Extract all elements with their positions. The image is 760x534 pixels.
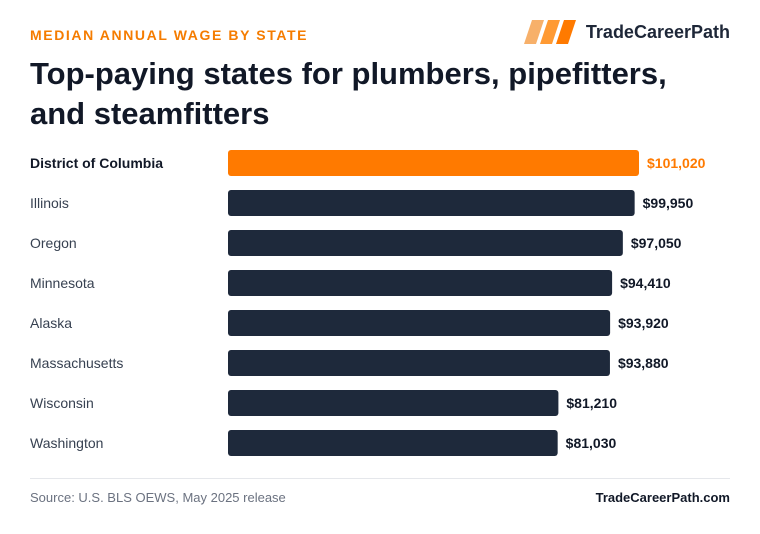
bar bbox=[228, 230, 623, 256]
bar bbox=[228, 190, 635, 216]
value-label: $97,050 bbox=[631, 235, 682, 251]
page-title: Top-paying states for plumbers, pipefitt… bbox=[30, 56, 667, 131]
category-label: Massachusetts bbox=[30, 355, 123, 371]
stripes-logo-icon bbox=[523, 20, 576, 44]
footer-divider bbox=[30, 478, 730, 479]
brand-header: TradeCareerPath bbox=[523, 20, 730, 44]
category-label: Wisconsin bbox=[30, 395, 94, 411]
value-label: $81,030 bbox=[566, 435, 617, 451]
category-label: Oregon bbox=[30, 235, 77, 251]
category-label: Minnesota bbox=[30, 275, 95, 291]
bar bbox=[228, 350, 610, 376]
footer-brand-link[interactable]: TradeCareerPath.com bbox=[595, 490, 730, 505]
value-label: $93,880 bbox=[618, 355, 669, 371]
value-label: $101,020 bbox=[647, 155, 706, 171]
category-label: District of Columbia bbox=[30, 155, 163, 171]
chart-eyebrow: MEDIAN ANNUAL WAGE BY STATE bbox=[30, 27, 309, 43]
source-note: Source: U.S. BLS OEWS, May 2025 release bbox=[30, 490, 286, 505]
value-label: $94,410 bbox=[620, 275, 671, 291]
bar bbox=[228, 270, 613, 296]
value-label: $81,210 bbox=[566, 395, 617, 411]
bar bbox=[228, 150, 639, 176]
category-label: Washington bbox=[30, 435, 103, 451]
bar-chart: District of Columbia $101,020 Illinois $99,… bbox=[30, 150, 706, 456]
value-label: $93,920 bbox=[618, 315, 669, 331]
bar bbox=[228, 310, 611, 336]
bar bbox=[228, 390, 559, 416]
category-label: Alaska bbox=[30, 315, 72, 331]
category-label: Illinois bbox=[30, 195, 69, 211]
bar bbox=[228, 430, 558, 456]
value-label: $99,950 bbox=[643, 195, 694, 211]
brand-name: TradeCareerPath bbox=[585, 21, 730, 42]
